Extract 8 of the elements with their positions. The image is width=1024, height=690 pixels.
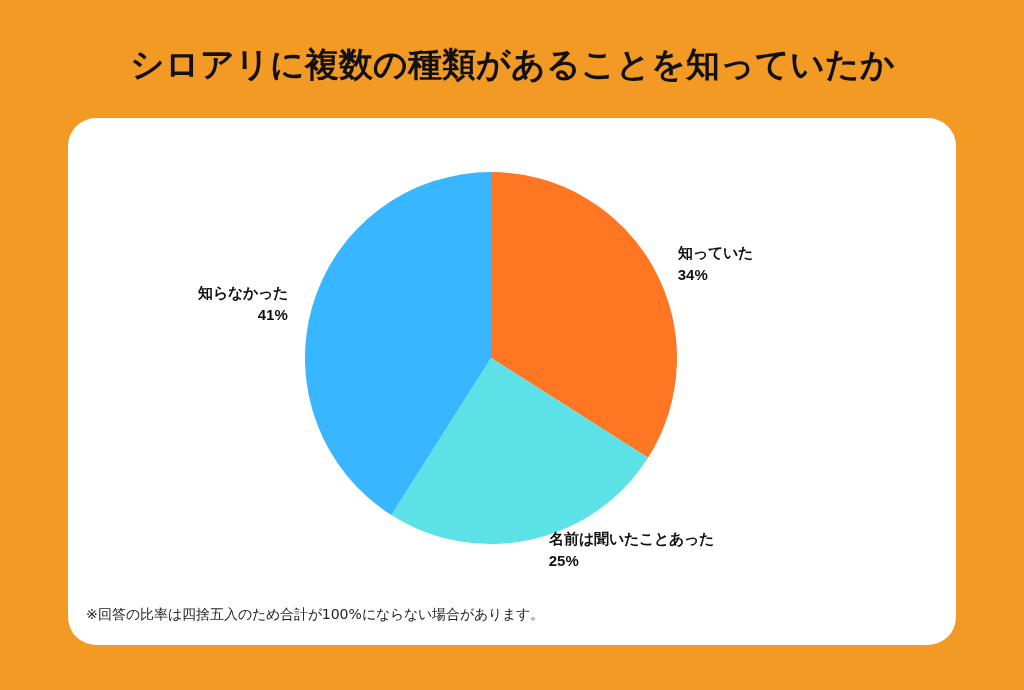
slice-label: 知っていた [676, 244, 753, 262]
data-label: 25% [548, 551, 579, 569]
data-label: 41% [257, 305, 288, 323]
data-label: 34% [677, 266, 708, 284]
text: ※回答の比率は四捨五入のため合計が100%にならない場合があります。 [86, 606, 544, 624]
slice-label: 知らなかった [196, 283, 288, 301]
chart-title: シロアリに複数の種類があることを知っていたか [128, 43, 896, 86]
slice-label: 名前は聞いたことあった [547, 529, 714, 547]
